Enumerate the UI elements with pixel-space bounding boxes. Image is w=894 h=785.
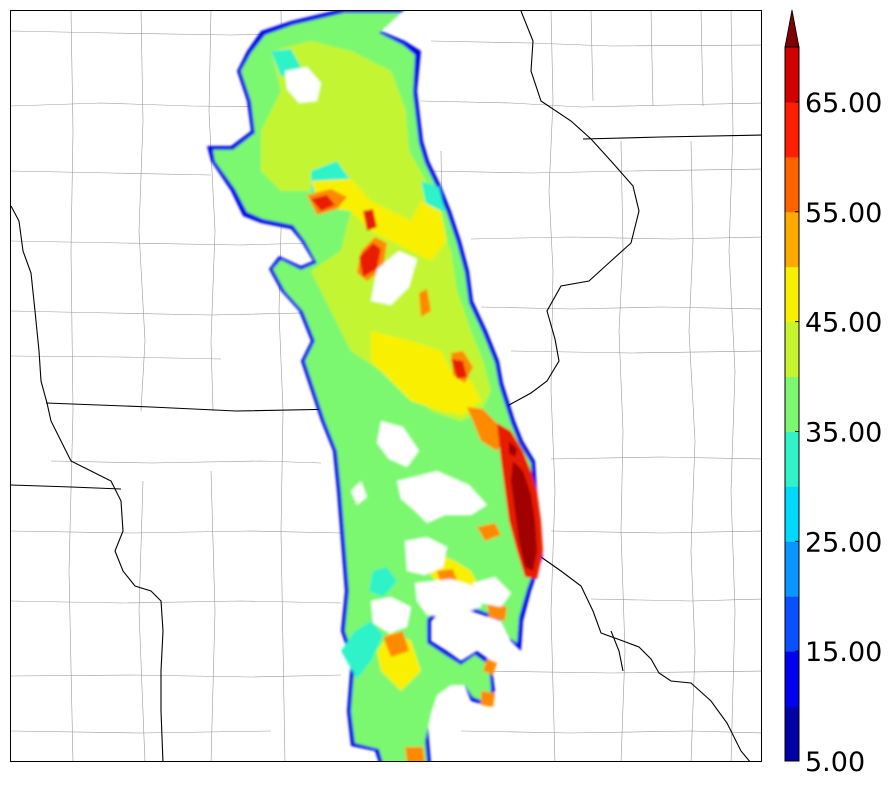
colorbar-outline bbox=[784, 46, 800, 762]
colorbar-bin bbox=[785, 596, 799, 652]
colorbar-bin bbox=[785, 47, 799, 103]
colorbar-bin bbox=[785, 486, 799, 542]
colorbar-tick-label: 15.00 bbox=[805, 637, 882, 668]
colorbar-bins bbox=[784, 9, 800, 762]
colorbar-extend-arrow bbox=[784, 9, 800, 48]
colorbar-tick-label: 55.00 bbox=[805, 198, 882, 229]
colorbar-bin bbox=[785, 156, 799, 213]
reflectivity-map bbox=[11, 11, 761, 761]
echo-orange bbox=[307, 189, 507, 761]
colorbar-bin bbox=[785, 101, 799, 158]
colorbar-tick-label: 65.00 bbox=[805, 88, 882, 119]
echo-holes bbox=[285, 67, 511, 633]
colorbar-bin bbox=[785, 541, 799, 597]
colorbar-bin bbox=[785, 651, 799, 707]
colorbar-tick-label: 5.00 bbox=[805, 747, 865, 778]
colorbar-tick-label: 45.00 bbox=[805, 308, 882, 339]
colorbar-ticks bbox=[795, 101, 799, 762]
colorbar-bin bbox=[785, 211, 799, 268]
colorbar-bin bbox=[785, 376, 799, 432]
colorbar-bin bbox=[785, 321, 799, 378]
colorbar-tick-label: 35.00 bbox=[805, 417, 882, 448]
colorbar-bin bbox=[785, 706, 799, 762]
colorbar-bin bbox=[785, 266, 799, 323]
colorbar-bin bbox=[785, 431, 799, 487]
reflectivity-field bbox=[207, 11, 543, 761]
colorbar-labels: 5.00 15.00 25.00 35.00 45.00 55.00 65.00 bbox=[805, 88, 882, 778]
echo-dark-red bbox=[509, 441, 537, 571]
map-panel bbox=[10, 10, 762, 762]
colorbar-tick-label: 25.00 bbox=[805, 527, 882, 558]
